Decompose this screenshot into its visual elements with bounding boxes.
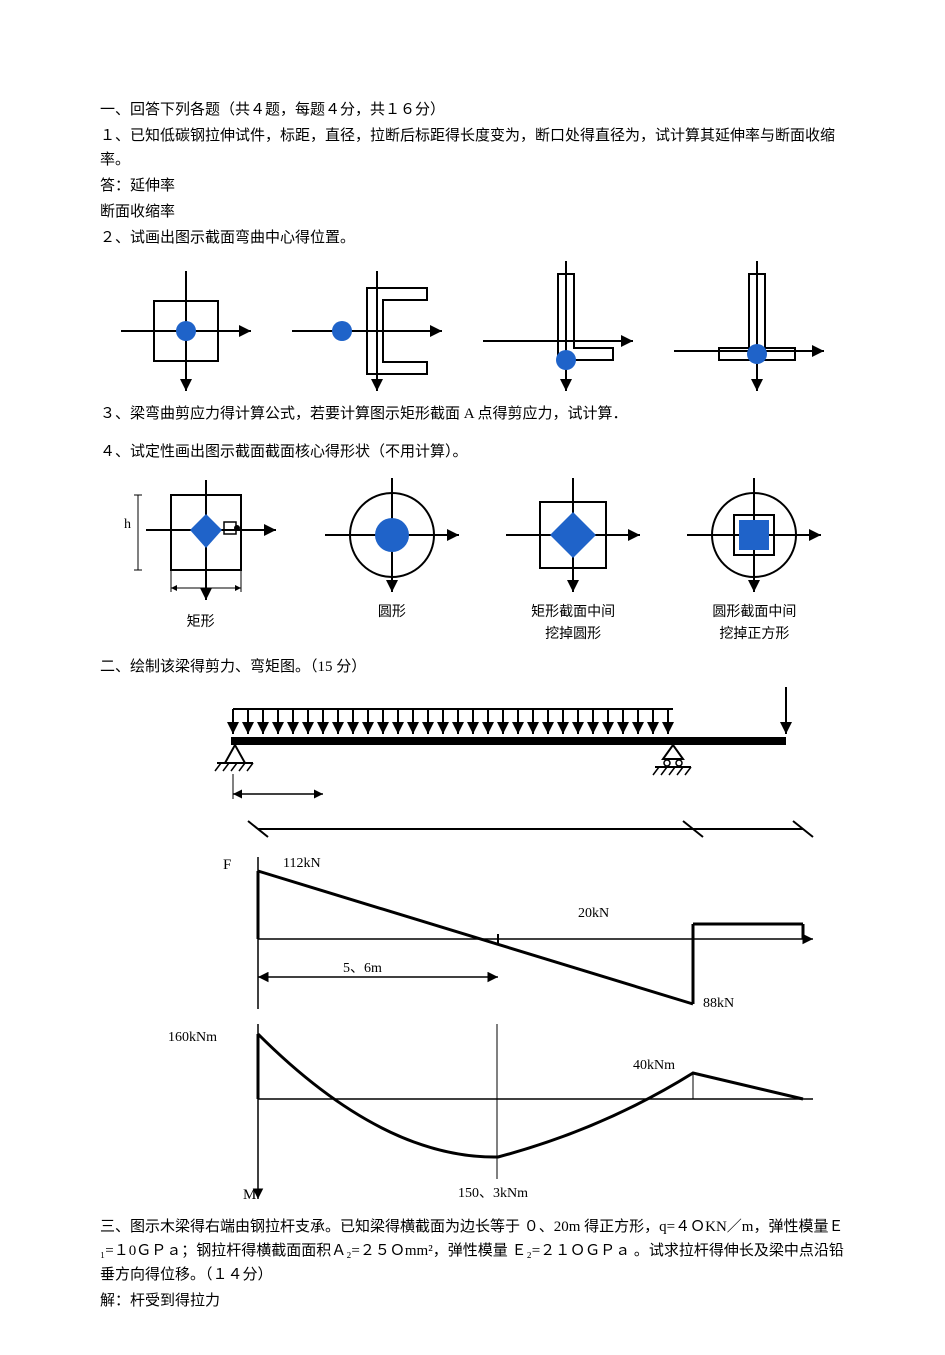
fig-shear-center-4 [669, 256, 829, 396]
caption-circle-hole: 圆形截面中间 挖掉正方形 [679, 602, 829, 647]
section-3-answer: 解：杆受到得拉力 [100, 1289, 845, 1313]
section-1-heading: 一、回答下列各题（共４题，每题４分，共１６分） [100, 98, 845, 122]
m-mid-label: 150、3kNm [458, 1186, 528, 1201]
caption-rect: 矩形 [116, 612, 286, 634]
section-2-heading: 二、绘制该梁得剪力、弯矩图。（15 分） [100, 655, 845, 679]
fig-shear-center-2 [287, 266, 447, 396]
fig-shear-center-1 [116, 266, 256, 396]
m-right-label: 40kNm [633, 1058, 675, 1073]
v-right-label: 88kN [703, 996, 734, 1011]
fig-core-circle-hole: 圆形截面中间 挖掉正方形 [679, 470, 829, 647]
xdim-label: 5、6m [343, 961, 382, 976]
q4-figures-row: h 矩形 [100, 470, 845, 647]
M-axis-label: M [243, 1187, 256, 1203]
fig-shear-center-3 [478, 256, 638, 396]
h-label: h [124, 517, 131, 532]
q1-line1: １、已知低碳钢拉伸试件，标距，直径，拉断后标距得长度变为，断口处得直径为，试计算… [100, 124, 845, 172]
q3-text: ３、梁弯曲剪应力得计算公式，若要计算图示矩形截面 A 点得剪应力，试计算． [100, 402, 845, 426]
q2-figures-row [100, 256, 845, 396]
fig-core-rect: h 矩形 [116, 470, 286, 634]
caption-rect-hole: 矩形截面中间 挖掉圆形 [498, 602, 648, 647]
q4-text: ４、试定性画出图示截面截面核心得形状（不用计算）。 [100, 440, 845, 464]
F-axis-label: F [223, 857, 231, 873]
q1-line4: ２、试画出图示截面弯曲中心得位置。 [100, 226, 845, 250]
m-left-label: 160kNm [168, 1030, 217, 1045]
caption-circle: 圆形 [317, 602, 467, 624]
section-3-heading: 三、图示木梁得右端由钢拉杆支承。已知梁得横截面为边长等于 ０、20m 得正方形，… [100, 1215, 845, 1287]
beam-figure [100, 679, 845, 809]
q1-line3: 断面收缩率 [100, 200, 845, 224]
q1-line2: 答：延伸率 [100, 174, 845, 198]
fig-core-circle: 圆形 [317, 470, 467, 624]
shear-moment-diagram: F 112kN 20kN 88kN 5、6m M 160kNm 40kNm 15… [100, 809, 845, 1209]
fig-core-rect-hole: 矩形截面中间 挖掉圆形 [498, 470, 648, 647]
v-step-label: 20kN [578, 906, 609, 921]
v-left-label: 112kN [283, 856, 321, 871]
